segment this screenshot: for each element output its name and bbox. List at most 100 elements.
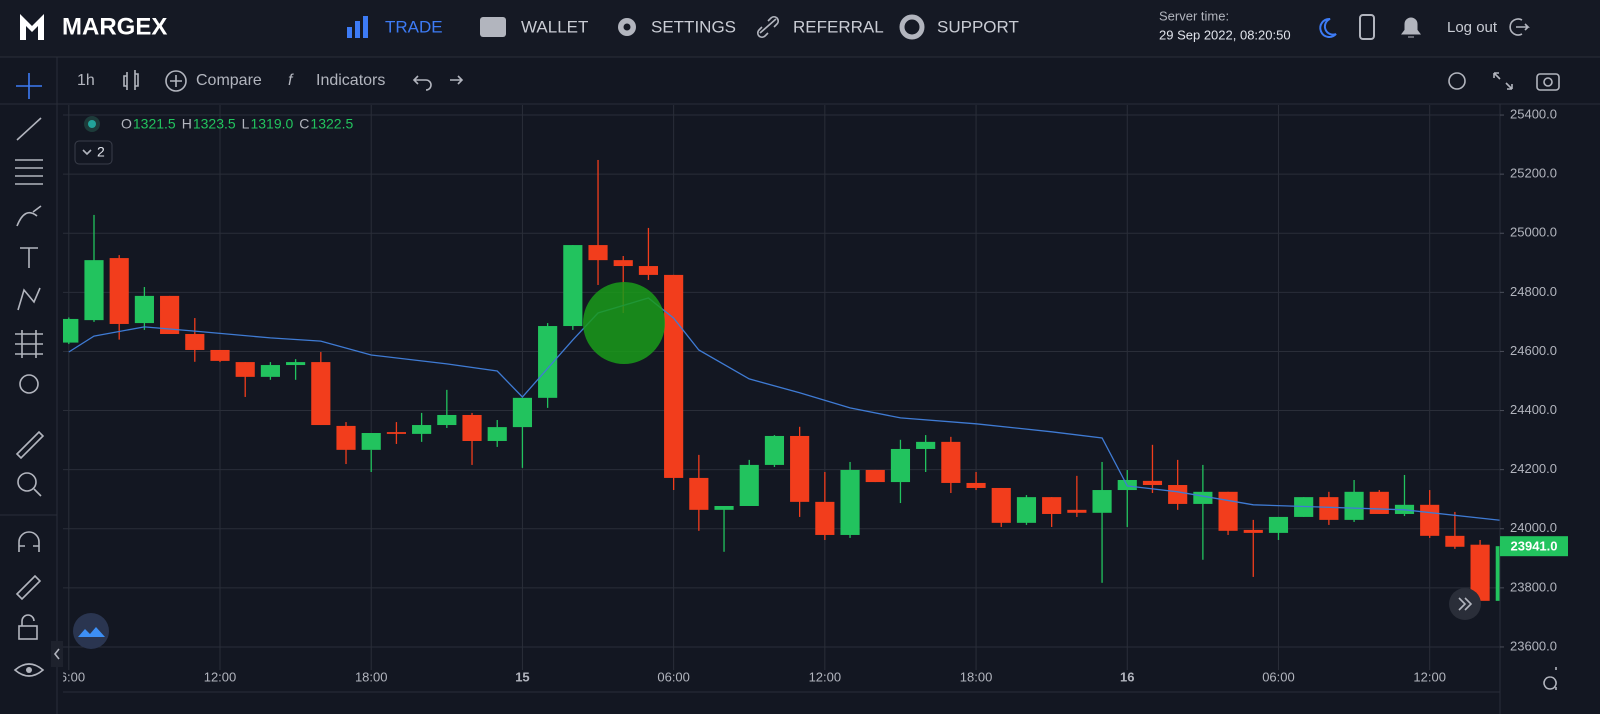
candle-body	[1142, 480, 1163, 486]
chart-type[interactable]	[123, 70, 139, 90]
candle-body	[840, 469, 860, 535]
candle-body	[1218, 491, 1238, 531]
logout[interactable]: Log out	[1447, 19, 1498, 36]
candle-body	[890, 448, 911, 483]
candle-body	[991, 487, 1011, 523]
undo[interactable]	[412, 75, 432, 91]
candle-body	[563, 245, 583, 327]
redo[interactable]	[450, 75, 464, 85]
last-price-label: 23941.0	[1511, 539, 1558, 554]
candle-body	[1016, 497, 1037, 523]
nav-wallet[interactable]: WALLET	[521, 17, 588, 36]
x-tick-label: 12:00	[1413, 669, 1446, 684]
candle-body	[185, 334, 205, 350]
y-tick-label: 23600.0	[1510, 638, 1557, 653]
brand-badge[interactable]	[73, 613, 109, 649]
highlight-circle	[583, 282, 665, 364]
y-tick-label: 25200.0	[1510, 166, 1557, 181]
legend-status-dot	[88, 120, 96, 128]
candle-body	[1369, 491, 1389, 514]
x-tick-label: 12:00	[204, 669, 237, 684]
indicators-icon[interactable]: f	[288, 72, 294, 89]
legend-key: L	[242, 116, 250, 132]
candle-body	[689, 477, 709, 510]
candle-body	[134, 295, 154, 324]
candle-body	[462, 414, 482, 441]
chart-settings[interactable]	[1448, 72, 1466, 90]
logo-text[interactable]: MARGEX	[62, 13, 167, 40]
theme-toggle[interactable]	[1319, 17, 1337, 38]
mobile-icon[interactable]	[1359, 14, 1375, 40]
x-tick-label: 06:00	[657, 669, 690, 684]
y-tick-label: 25000.0	[1510, 225, 1557, 240]
drawing-tools[interactable]	[0, 73, 57, 677]
x-tick-label: 18:00	[355, 669, 388, 684]
y-tick-label: 23800.0	[1510, 579, 1557, 594]
x-tick-label: 16	[1120, 669, 1134, 684]
compare[interactable]: Compare	[196, 72, 262, 89]
nav-settings[interactable]: SETTINGS	[651, 17, 736, 36]
legend-key: H	[182, 116, 192, 132]
interval[interactable]: 1h	[77, 72, 95, 89]
candle-body	[1268, 516, 1289, 533]
candle-body	[588, 245, 608, 261]
candle-body	[336, 425, 356, 450]
candle-body	[941, 441, 961, 483]
candle-body	[714, 505, 734, 510]
x-tick-label: 18:00	[960, 669, 993, 684]
notifications[interactable]	[1401, 17, 1421, 38]
collapse-count[interactable]: 2	[97, 144, 105, 160]
candle-body	[260, 365, 280, 377]
candle-body	[613, 260, 633, 267]
nav-support[interactable]: SUPPORT	[937, 17, 1019, 36]
candle-body	[790, 435, 810, 502]
fullscreen[interactable]	[1493, 72, 1513, 90]
logo-icon[interactable]	[20, 14, 44, 40]
candle-body	[1042, 497, 1062, 514]
candle-body	[1470, 544, 1490, 601]
candle-body	[84, 260, 104, 321]
candle-body	[916, 441, 936, 449]
axis-settings[interactable]	[1543, 667, 1557, 690]
last-price-tag	[1500, 536, 1568, 557]
candle-body	[109, 258, 129, 324]
server-time-label: Server time:	[1159, 8, 1229, 23]
x-tick-label: 12:00	[809, 669, 842, 684]
candle-body	[235, 362, 255, 377]
candle-body	[664, 274, 684, 478]
nav-trade[interactable]: TRADE	[385, 17, 443, 36]
legend-value: 1322.5	[310, 116, 353, 132]
x-tick-label: 06:00	[53, 669, 86, 684]
nav-icons	[347, 14, 925, 40]
candle-body	[1243, 529, 1263, 533]
logout-icon[interactable]	[1509, 18, 1530, 36]
moving-average	[68, 297, 1500, 521]
legend-value: 1319.0	[250, 116, 293, 132]
plot-area	[63, 105, 1500, 670]
collapse-button[interactable]	[74, 140, 113, 165]
snapshot[interactable]	[1536, 73, 1560, 91]
legend-key: C	[299, 116, 309, 132]
candle-body	[512, 397, 533, 428]
candle-body	[1495, 546, 1500, 601]
y-tick-label: 24600.0	[1510, 343, 1557, 358]
indicators[interactable]: Indicators	[316, 72, 385, 89]
compare-icon[interactable]	[165, 70, 187, 92]
candle-body	[1445, 535, 1465, 547]
legend-value: 1321.5	[133, 116, 176, 132]
legend-key: O	[121, 116, 132, 132]
candle-body	[865, 469, 885, 483]
y-tick-label: 24400.0	[1510, 402, 1557, 417]
sidebar-toggle[interactable]	[51, 641, 63, 667]
candle-body	[1344, 491, 1364, 520]
candle-body	[1168, 485, 1188, 504]
y-tick-label: 24200.0	[1510, 461, 1557, 476]
candle-body	[815, 501, 835, 535]
nav-referral[interactable]: REFERRAL	[793, 17, 884, 36]
x-tick-label: 06:00	[1262, 669, 1295, 684]
legend-value: 1323.5	[193, 116, 236, 132]
candle-body	[487, 427, 507, 441]
candle-body	[638, 266, 659, 275]
